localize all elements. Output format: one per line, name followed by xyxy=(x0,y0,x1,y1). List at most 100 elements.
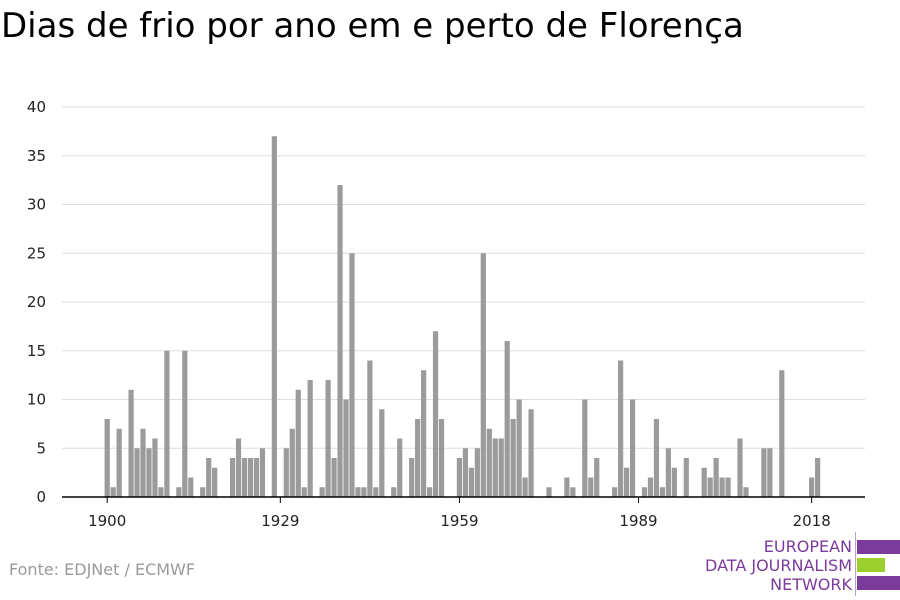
y-tick-label: 10 xyxy=(27,391,46,409)
y-tick-label: 30 xyxy=(27,196,46,214)
bar-1961 xyxy=(468,467,474,497)
bar-1997 xyxy=(683,458,689,497)
bar-1930 xyxy=(283,448,289,497)
bars xyxy=(104,136,821,497)
bar-1940 xyxy=(343,399,349,497)
bar-1937 xyxy=(325,380,331,497)
y-tick-label: 5 xyxy=(36,439,46,457)
bar-1905 xyxy=(134,448,140,497)
bar-1922 xyxy=(235,438,242,497)
bar-1991 xyxy=(647,477,654,497)
bar-1928 xyxy=(271,136,277,497)
bar-1914 xyxy=(188,477,194,497)
x-tick-label: 1900 xyxy=(88,512,126,530)
bar-1933 xyxy=(301,487,307,497)
bar-1992 xyxy=(653,419,660,497)
bar-1970 xyxy=(522,477,528,497)
bar-1944 xyxy=(367,360,373,497)
bar-1904 xyxy=(128,389,134,497)
logo-divider xyxy=(855,532,856,596)
bar-1938 xyxy=(331,458,337,497)
bar-1924 xyxy=(247,458,254,497)
x-tick-label: 1989 xyxy=(619,512,657,530)
bar-2004 xyxy=(725,477,731,497)
bar-1966 xyxy=(498,438,504,497)
bar-1948 xyxy=(391,487,397,497)
bar-1932 xyxy=(295,389,301,497)
bar-1912 xyxy=(176,487,182,497)
x-tick-label: 2018 xyxy=(793,512,831,530)
bar-1952 xyxy=(415,419,421,497)
bar-2006 xyxy=(737,438,743,497)
bar-2007 xyxy=(743,487,749,497)
bar-1986 xyxy=(618,360,624,497)
bar-1955 xyxy=(432,331,439,497)
bar-2013 xyxy=(779,370,785,497)
bar-1945 xyxy=(373,487,379,497)
bar-1949 xyxy=(397,438,403,497)
bar-2018 xyxy=(809,477,815,497)
bar-1995 xyxy=(671,467,677,497)
x-tick-label: 1929 xyxy=(261,512,299,530)
bar-1925 xyxy=(253,458,260,497)
logo-bar-purple-top xyxy=(857,540,900,554)
bar-1960 xyxy=(462,448,468,497)
bar-1910 xyxy=(164,350,170,497)
bar-1900 xyxy=(104,419,110,497)
bar-1965 xyxy=(492,438,498,497)
bar-1964 xyxy=(486,428,492,497)
bar-1934 xyxy=(307,380,313,497)
bar-1977 xyxy=(564,477,570,497)
source-note: Fonte: EDJNet / ECMWF xyxy=(9,560,196,579)
bar-1918 xyxy=(212,467,218,497)
logo-text-network: NETWORK xyxy=(770,575,852,594)
chart-title: Dias de frio por ano em e perto de Flore… xyxy=(1,6,744,46)
bar-1953 xyxy=(421,370,427,497)
bar-1982 xyxy=(594,458,600,497)
y-tick-label: 40 xyxy=(27,98,46,116)
bar-1906 xyxy=(140,428,146,497)
bar-1993 xyxy=(659,487,666,497)
bar-1907 xyxy=(146,448,152,497)
bar-1923 xyxy=(241,458,248,497)
bar-1962 xyxy=(474,448,480,497)
y-tick-label: 0 xyxy=(36,488,46,506)
bar-1988 xyxy=(629,399,636,497)
bar-2001 xyxy=(707,477,713,497)
bar-1956 xyxy=(438,419,445,497)
bar-2002 xyxy=(713,458,719,497)
bar-1943 xyxy=(361,487,367,497)
bar-1942 xyxy=(355,487,361,497)
y-tick-label: 25 xyxy=(27,244,46,262)
y-axis-tick-labels: 0 5 10 15 20 25 30 35 40 xyxy=(27,98,46,506)
bar-1908 xyxy=(152,438,158,497)
bar-1963 xyxy=(480,253,486,497)
bar-1978 xyxy=(570,487,576,497)
edjnet-logo: EUROPEAN DATA JOURNALISM NETWORK xyxy=(705,532,900,596)
bar-1909 xyxy=(158,487,164,497)
bar-1931 xyxy=(289,428,295,497)
bar-1974 xyxy=(546,487,552,497)
bar-1959 xyxy=(456,458,463,497)
logo-bar-purple-bottom xyxy=(857,576,900,590)
bar-1980 xyxy=(582,399,588,497)
logo-text-european: EUROPEAN xyxy=(763,537,852,556)
logo-text-data-journalism: DATA JOURNALISM xyxy=(705,556,852,575)
bar-1921 xyxy=(229,458,236,497)
x-tick-label: 1959 xyxy=(440,512,478,530)
bar-1990 xyxy=(641,487,648,497)
bar-1916 xyxy=(200,487,206,497)
y-tick-label: 35 xyxy=(27,147,46,165)
x-axis-tick-labels: 1900 1929 1959 1989 2018 xyxy=(88,512,831,530)
bar-1913 xyxy=(182,350,188,497)
bar-2000 xyxy=(701,467,707,497)
logo-bar-green xyxy=(857,558,885,572)
bar-1981 xyxy=(588,477,594,497)
bar-1941 xyxy=(349,253,355,497)
bar-1946 xyxy=(379,409,385,497)
bar-1987 xyxy=(623,467,630,497)
bar-1902 xyxy=(116,428,122,497)
bar-1994 xyxy=(665,448,671,497)
bar-1926 xyxy=(259,448,266,497)
